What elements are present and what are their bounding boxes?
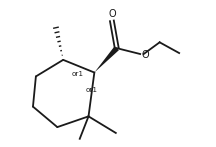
Text: or1: or1 — [86, 87, 98, 93]
Text: O: O — [108, 9, 116, 19]
Polygon shape — [94, 46, 119, 72]
Text: or1: or1 — [72, 71, 84, 77]
Text: O: O — [141, 50, 149, 60]
